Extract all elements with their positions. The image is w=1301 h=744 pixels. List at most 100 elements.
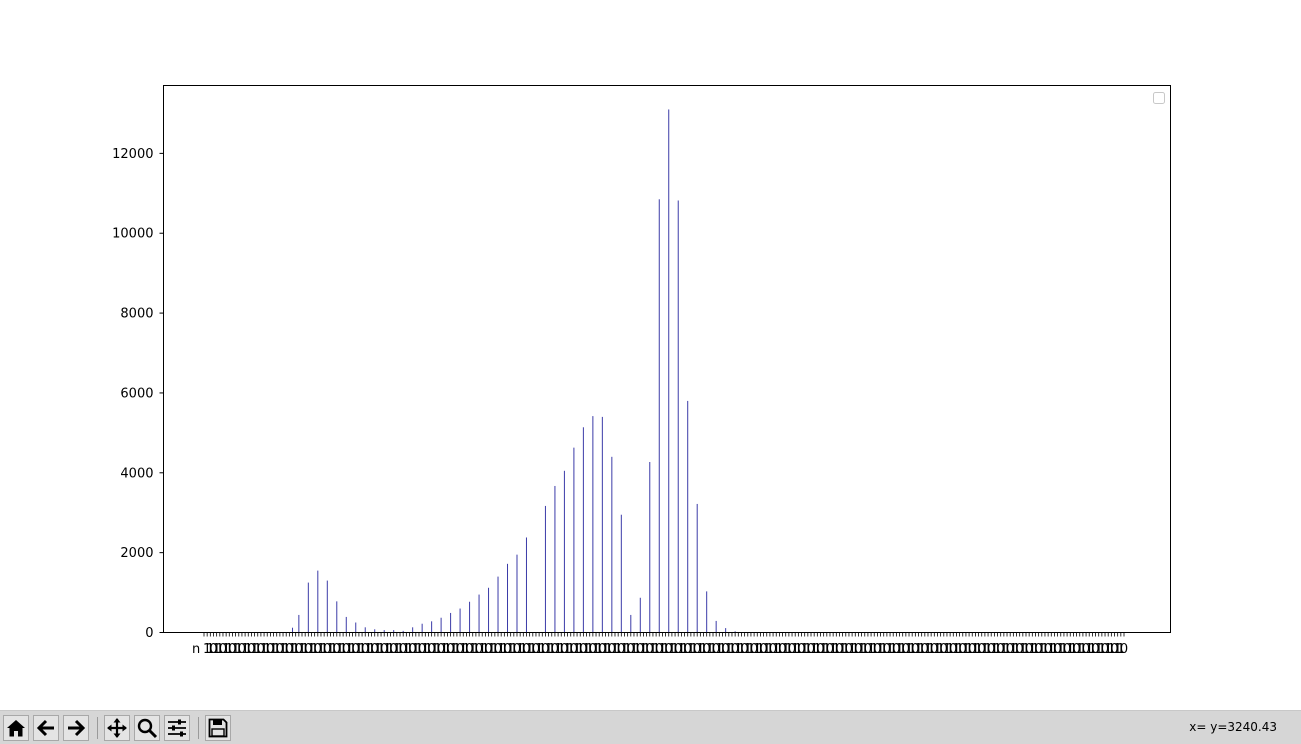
x-tick-label: 0 bbox=[892, 642, 900, 657]
back-button[interactable] bbox=[33, 715, 59, 741]
x-tick-label: 1 bbox=[1114, 642, 1122, 657]
x-tick-label: 1 bbox=[1066, 642, 1074, 657]
x-tick-label: 1 bbox=[857, 642, 865, 657]
x-tick-label: 1 bbox=[563, 642, 571, 657]
x-tick-label: 1 bbox=[974, 642, 982, 657]
x-tick-label: 1 bbox=[990, 642, 998, 657]
x-tick-label: 1 bbox=[1069, 642, 1077, 657]
x-tick-label: 0 bbox=[959, 642, 967, 657]
x-tick-label: 1 bbox=[374, 642, 382, 657]
x-tick-label: 0 bbox=[494, 642, 502, 657]
x-tick-label: 1 bbox=[459, 642, 467, 657]
x-tick-label: 1 bbox=[548, 642, 556, 657]
x-tick-label: 1 bbox=[336, 642, 344, 657]
x-tick-label: 1 bbox=[320, 642, 328, 657]
bar bbox=[292, 627, 294, 633]
bar bbox=[374, 629, 376, 633]
x-tick-label: 0 bbox=[333, 642, 341, 657]
x-tick-label: 1 bbox=[586, 642, 594, 657]
x-tick-label: 1 bbox=[1098, 642, 1106, 657]
y-tick-label: 8000 bbox=[120, 307, 153, 322]
bar bbox=[488, 587, 490, 633]
x-tick-label: 1 bbox=[317, 642, 325, 657]
x-tick-label: 1 bbox=[516, 642, 524, 657]
y-tick-label: 0 bbox=[145, 626, 153, 641]
bar bbox=[317, 570, 319, 633]
x-tick-label: 0 bbox=[665, 642, 673, 657]
x-tick-label: 1 bbox=[785, 642, 793, 657]
x-tick-label: 0 bbox=[352, 642, 360, 657]
configure-subplots-button[interactable] bbox=[164, 715, 190, 741]
bar bbox=[544, 505, 546, 633]
bar bbox=[298, 614, 300, 633]
x-tick-label: 1 bbox=[301, 642, 309, 657]
x-tick-label: 0 bbox=[456, 642, 464, 657]
bar bbox=[336, 601, 338, 633]
bar bbox=[507, 563, 509, 633]
x-tick-label: 0 bbox=[1063, 642, 1071, 657]
x-tick-label: 0 bbox=[1082, 642, 1090, 657]
x-tick-label: 1 bbox=[829, 642, 837, 657]
bar bbox=[431, 621, 433, 633]
x-tick-label: 1 bbox=[880, 642, 888, 657]
x-tick-label: 1 bbox=[206, 642, 214, 657]
y-tick-label: 6000 bbox=[120, 386, 153, 401]
x-tick-label: 1 bbox=[573, 642, 581, 657]
bar bbox=[459, 608, 461, 633]
x-tick-label: 0 bbox=[987, 642, 995, 657]
zoom-button[interactable] bbox=[134, 715, 160, 741]
y-tick-label: 12000 bbox=[112, 147, 153, 162]
x-tick-label: 1 bbox=[605, 642, 613, 657]
x-tick-label: 1 bbox=[462, 642, 470, 657]
x-tick-label: 1 bbox=[367, 642, 375, 657]
x-tick-label: 0 bbox=[769, 642, 777, 657]
x-tick-label: 1 bbox=[744, 642, 752, 657]
x-tick-label: 1 bbox=[747, 642, 755, 657]
x-tick-label: 1 bbox=[348, 642, 356, 657]
x-tick-label: 0 bbox=[826, 642, 834, 657]
x-tick-label: 1 bbox=[737, 642, 745, 657]
x-tick-label: 0 bbox=[418, 642, 426, 657]
x-tick-label: 1 bbox=[478, 642, 486, 657]
forward-button[interactable] bbox=[63, 715, 89, 741]
x-tick-label: 1 bbox=[535, 642, 543, 657]
x-tick-label: 1 bbox=[525, 642, 533, 657]
x-axis: 1101101101101101101101101101101101101101… bbox=[203, 632, 1128, 657]
x-tick-label: 1 bbox=[538, 642, 546, 657]
x-tick-label: 1 bbox=[801, 642, 809, 657]
x-tick-label: 1 bbox=[753, 642, 761, 657]
x-tick-label: 1 bbox=[766, 642, 774, 657]
x-tick-label: 0 bbox=[541, 642, 549, 657]
x-tick-label: 0 bbox=[276, 642, 284, 657]
x-tick-label: 1 bbox=[709, 642, 717, 657]
x-tick-label: 1 bbox=[244, 642, 252, 657]
x-tick-label: 0 bbox=[816, 642, 824, 657]
x-tick-label: 0 bbox=[390, 642, 398, 657]
x-tick-label: 1 bbox=[981, 642, 989, 657]
x-tick-label: 1 bbox=[851, 642, 859, 657]
x-tick-label: 0 bbox=[579, 642, 587, 657]
bar bbox=[706, 591, 708, 633]
x-tick-label: 1 bbox=[377, 642, 385, 657]
x-tick-label: 0 bbox=[759, 642, 767, 657]
x-tick-label: 1 bbox=[690, 642, 698, 657]
x-tick-label: 0 bbox=[532, 642, 540, 657]
pan-button[interactable] bbox=[104, 715, 130, 741]
save-button[interactable] bbox=[205, 715, 231, 741]
x-tick-label: 1 bbox=[671, 642, 679, 657]
x-tick-label: 1 bbox=[1050, 642, 1058, 657]
x-tick-label: 1 bbox=[507, 642, 515, 657]
y-tick-label: 2000 bbox=[120, 546, 153, 561]
x-tick-label: 0 bbox=[371, 642, 379, 657]
x-tick-label: 1 bbox=[623, 642, 631, 657]
x-tick-label: 1 bbox=[1028, 642, 1036, 657]
x-tick-label: 1 bbox=[734, 642, 742, 657]
x-tick-label: 0 bbox=[1072, 642, 1080, 657]
cursor-coordinates: x= y=3240.43 bbox=[1189, 720, 1277, 734]
home-button[interactable] bbox=[3, 715, 29, 741]
x-tick-label: 1 bbox=[424, 642, 432, 657]
x-tick-label: 1 bbox=[962, 642, 970, 657]
x-tick-label: 0 bbox=[304, 642, 312, 657]
magnifier-icon bbox=[137, 718, 158, 739]
